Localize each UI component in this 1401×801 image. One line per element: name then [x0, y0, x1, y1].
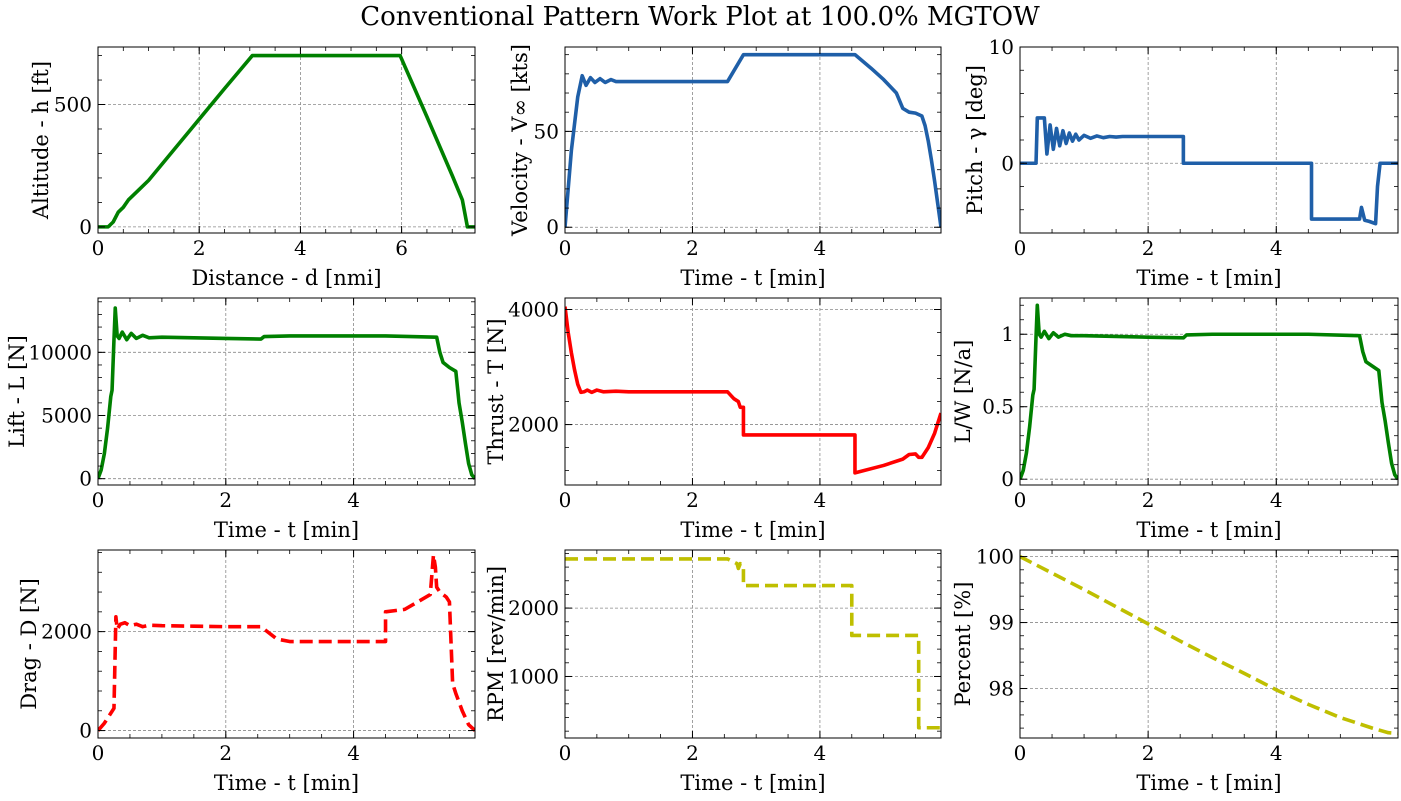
x-tick-label: 0: [559, 741, 572, 765]
y-axis-label: Drag - D [N]: [17, 578, 41, 710]
series-line-load-factor: [1020, 303, 1398, 481]
series-line-pitch: [1020, 116, 1398, 226]
y-axis-label: Percent [%]: [951, 582, 975, 707]
y-tick-label: 10000: [28, 340, 92, 364]
y-axis-label: Pitch - γ [deg]: [963, 65, 987, 215]
x-tick-label: 2: [686, 488, 699, 512]
axes-frame: [97, 46, 476, 234]
x-tick-label: 0: [92, 741, 105, 765]
y-tick-label: 0: [79, 467, 92, 491]
x-axis-label: Time - t [min]: [1136, 266, 1281, 290]
subplot-percent: 0 2 4 98 99 100 Time - t [min] Percent [%]: [951, 545, 1399, 795]
x-tick-label: 4: [814, 236, 827, 260]
subplot-drag: 0 2 4 0 2000 Time - t [min] Drag - D [N]: [17, 549, 476, 795]
subplot-rpm: 0 2 4 1000 2000 Time - t [min] RPM [rev/min]: [484, 549, 942, 795]
series-line-velocity: [565, 52, 941, 228]
y-tick-label: 100: [976, 545, 1014, 569]
y-axis-label: Velocity - V∞ [kts]: [508, 44, 532, 237]
series-line-rpm: [565, 557, 941, 730]
y-tick-label: 1000: [508, 664, 559, 688]
y-tick-label: 50: [534, 119, 559, 143]
y-tick-label: 99: [989, 611, 1014, 635]
series-line-percent: [1020, 554, 1398, 736]
x-tick-label: 0: [1014, 741, 1027, 765]
x-tick-label: 4: [1270, 236, 1283, 260]
series-line-altitude: [98, 53, 475, 229]
x-axis-label: Time - t [min]: [1136, 771, 1281, 795]
y-tick-label: 2000: [508, 413, 559, 437]
axes-frame: [1019, 549, 1399, 739]
y-axis-label: Lift - L [N]: [5, 335, 29, 448]
x-axis-label: Time - t [min]: [680, 266, 825, 290]
series-line-thrust: [565, 306, 941, 475]
x-tick-label: 2: [1142, 741, 1155, 765]
x-tick-label: 2: [1142, 236, 1155, 260]
x-tick-label: 4: [294, 236, 307, 260]
subplot-load-factor: 0 2 4 0 0.5 1 Time - t [min] L/W [N/a]: [951, 297, 1399, 542]
x-tick-label: 2: [219, 741, 232, 765]
x-tick-label: 4: [814, 741, 827, 765]
y-tick-label: 4000: [508, 298, 559, 322]
x-axis-label: Time - t [min]: [680, 771, 825, 795]
y-axis-label: L/W [N/a]: [951, 340, 975, 444]
x-tick-label: 0: [92, 488, 105, 512]
figure-title: Conventional Pattern Work Plot at 100.0%…: [360, 2, 1040, 32]
x-tick-label: 2: [686, 236, 699, 260]
subplot-pitch: 0 2 4 0 10 Time - t [min] Pitch - γ [deg]: [963, 35, 1399, 290]
x-tick-label: 2: [686, 741, 699, 765]
x-tick-label: 2: [1142, 488, 1155, 512]
y-tick-label: 0: [79, 719, 92, 743]
subplot-altitude: 0 2 4 6 0 500 Distance - d [nmi] Altitude - h […: [29, 46, 476, 290]
x-tick-label: 6: [395, 236, 408, 260]
axes-frame: [97, 297, 476, 486]
subplot-thrust: 0 2 4 2000 4000 Time - t [min] Thrust - T [N]: [484, 297, 942, 542]
x-tick-label: 0: [559, 236, 572, 260]
axes-frame: [564, 549, 942, 739]
y-tick-label: 5000: [41, 404, 92, 428]
y-tick-label: 0: [79, 215, 92, 239]
y-axis-label: RPM [rev/min]: [484, 566, 508, 722]
y-tick-label: 0: [1001, 467, 1014, 491]
y-tick-label: 0.5: [982, 395, 1014, 419]
x-tick-label: 0: [1014, 236, 1027, 260]
subplot-velocity: 0 2 4 0 50 Time - t [min] Velocity - V∞ [kts]: [508, 44, 942, 290]
y-tick-label: 500: [54, 93, 92, 117]
axes-frame: [97, 549, 476, 739]
axes-frame: [1019, 297, 1399, 486]
x-axis-label: Time - t [min]: [680, 518, 825, 542]
y-tick-label: 98: [989, 677, 1014, 701]
x-tick-label: 4: [347, 488, 360, 512]
x-tick-label: 4: [1270, 741, 1283, 765]
x-tick-label: 2: [193, 236, 206, 260]
x-tick-label: 4: [1270, 488, 1283, 512]
x-axis-label: Distance - d [nmi]: [191, 266, 381, 290]
x-tick-label: 0: [559, 488, 572, 512]
x-axis-label: Time - t [min]: [214, 518, 359, 542]
x-tick-label: 0: [1014, 488, 1027, 512]
y-axis-label: Thrust - T [N]: [484, 318, 508, 464]
x-axis-label: Time - t [min]: [214, 771, 359, 795]
y-tick-label: 2000: [508, 596, 559, 620]
series-line-lift: [98, 306, 475, 480]
axes-frame: [564, 297, 942, 486]
x-tick-label: 2: [219, 488, 232, 512]
y-tick-label: 0: [546, 215, 559, 239]
y-tick-label: 1: [1001, 322, 1014, 346]
series-line-drag: [98, 553, 475, 732]
y-tick-label: 10: [989, 35, 1014, 59]
x-tick-label: 4: [347, 741, 360, 765]
y-tick-label: 0: [1001, 151, 1014, 175]
y-tick-label: 2000: [41, 620, 92, 644]
subplot-lift: 0 2 4 0 5000 10000 Time - t [min] Lift - L [N]: [5, 297, 476, 542]
x-tick-label: 4: [814, 488, 827, 512]
x-tick-label: 0: [92, 236, 105, 260]
x-axis-label: Time - t [min]: [1136, 518, 1281, 542]
axes-frame: [564, 46, 942, 234]
y-axis-label: Altitude - h [ft]: [29, 61, 53, 220]
